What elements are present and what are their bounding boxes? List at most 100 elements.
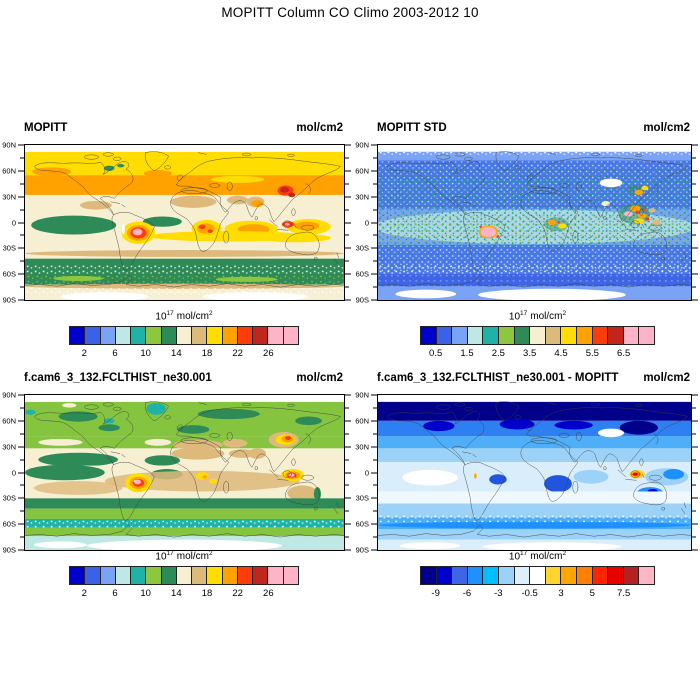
lat-tick	[20, 157, 24, 159]
lat-tick-label: 0	[364, 218, 369, 227]
colorbar-step	[576, 327, 593, 344]
lat-tick	[371, 420, 377, 422]
panel-header-model: f.cam6_3_132.FCLTHIST_ne30.001 mol/cm2	[24, 372, 343, 384]
lat-tick-label: 60S	[2, 519, 16, 529]
lat-tick	[373, 157, 377, 159]
lat-tick	[692, 484, 696, 486]
lat-tick-label: 0	[11, 218, 16, 227]
lat-tick	[18, 446, 24, 448]
lat-tick	[371, 394, 377, 396]
colorbar-step	[592, 327, 609, 344]
colorbar-step	[253, 567, 269, 584]
lat-tick	[692, 420, 698, 422]
colorbar-labels: 2 6 10 14 18 22 26	[69, 348, 299, 360]
lat-tick	[373, 209, 377, 211]
map-mopitt-std: 90N 60N 30N 0 30S 60S 90S	[355, 141, 698, 305]
colorbar-step	[222, 327, 238, 344]
field-diff	[378, 395, 691, 550]
colorbar-tick-label: -3	[494, 588, 503, 599]
colorbar-step	[623, 327, 640, 344]
lat-tick	[18, 247, 24, 249]
lat-tick	[371, 549, 377, 551]
colorbar-step	[192, 567, 208, 584]
lat-tick-label: 90S	[2, 295, 16, 305]
lat-tick	[692, 273, 698, 275]
colorbar-tick-label: 6	[112, 588, 118, 599]
colorbar-step	[514, 327, 531, 344]
colorbar-tick-label: 26	[263, 348, 274, 359]
lat-tick	[18, 144, 24, 146]
lat-tick-label: 90N	[2, 140, 16, 150]
lat-tick-label: 0	[364, 468, 369, 477]
colorbar-step	[498, 567, 515, 584]
colorbar-step	[85, 567, 101, 584]
lat-tick	[345, 523, 351, 525]
colorbar-tick-label: 26	[263, 588, 274, 599]
colorbar-tick-label: 6	[112, 348, 118, 359]
lat-tick	[373, 510, 377, 512]
map-svg-mopitt-std	[378, 145, 691, 300]
lat-tick	[371, 446, 377, 448]
colorbar-step	[115, 567, 132, 584]
colorbar-step	[608, 327, 624, 344]
colorbar-step	[115, 327, 132, 344]
lat-tick	[692, 170, 698, 172]
colorbar-step	[545, 567, 562, 584]
lat-tick	[345, 234, 349, 236]
lat-tick	[371, 273, 377, 275]
lat-tick	[345, 260, 349, 262]
colorbar-step	[561, 567, 577, 584]
lat-tick	[345, 407, 349, 409]
colorbar-step	[623, 567, 640, 584]
lat-tick	[692, 472, 698, 473]
lat-tick	[692, 510, 696, 512]
colorbar-step	[436, 327, 453, 344]
colorbar-step	[498, 327, 515, 344]
colorbar-tick-label: -9	[431, 588, 440, 599]
lat-tick	[18, 394, 24, 396]
lat-tick	[18, 170, 24, 172]
lat-tick	[373, 407, 377, 409]
colorbar-step	[545, 327, 562, 344]
lat-tick	[18, 472, 24, 473]
lat-tick	[692, 144, 698, 146]
lat-tick	[345, 549, 351, 551]
colorbar-step	[268, 327, 284, 344]
colorbar-tick-label: 3.5	[523, 348, 537, 359]
lat-tick	[18, 420, 24, 422]
lat-tick-label: 60S	[355, 269, 369, 279]
panel-header-mopitt: MOPITT mol/cm2	[24, 122, 343, 134]
colorbar-title: 1017 mol/cm2	[508, 550, 567, 563]
lat-tick	[692, 536, 696, 538]
lat-tick	[692, 433, 696, 435]
lat-tick	[18, 222, 24, 223]
colorbar-labels: 0.5 1.5 2.5 3.5 4.5 5.5 6.5	[420, 348, 655, 360]
colorbar-tick-label: 7.5	[617, 588, 631, 599]
lat-tick	[371, 144, 377, 146]
colorbar-step	[421, 327, 437, 344]
colorbar-step	[268, 567, 284, 584]
lat-tick-label: 90S	[355, 295, 369, 305]
figure-title: MOPITT Column CO Climo 2003-2012 10	[221, 5, 479, 20]
colorbar-step	[176, 327, 193, 344]
colorbar-step	[283, 327, 298, 344]
lat-tick	[692, 222, 698, 223]
colorbar-step	[237, 567, 254, 584]
lat-tick	[692, 459, 696, 461]
lat-tick	[373, 433, 377, 435]
colorbar-step	[161, 327, 177, 344]
colorbar-tick-label: 5.5	[585, 348, 599, 359]
colorbar-tick-label: 18	[201, 348, 213, 359]
colorbar-step	[207, 567, 223, 584]
lat-tick-label: 30N	[355, 192, 369, 202]
colorbar-mopitt: 1017 mol/cm2 2 6 10 14 18 22 26	[69, 310, 299, 360]
colorbar-step	[161, 567, 177, 584]
lat-tick	[692, 157, 696, 159]
lat-tick-label: 30S	[2, 493, 16, 503]
lat-tick	[18, 523, 24, 525]
colorbar-tick-label: 4.5	[554, 348, 568, 359]
lat-tick	[18, 196, 24, 198]
lat-tick	[371, 196, 377, 198]
map-diff: 90N 60N 30N 0 30S 60S 90S	[355, 391, 698, 555]
